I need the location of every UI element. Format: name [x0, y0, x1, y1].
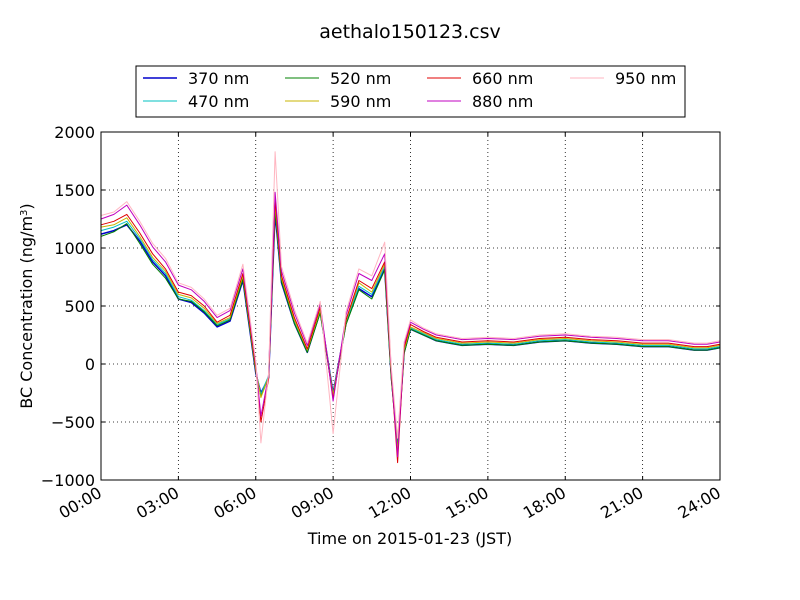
series-group [100, 151, 721, 464]
y-tick-label: 1500 [54, 181, 95, 200]
y-tick-label: −500 [51, 413, 95, 432]
y-tick-label: 0 [85, 355, 95, 374]
series-line-660-nm [100, 198, 721, 464]
y-axis-label-main: BC Concentration (ng/m [17, 216, 36, 409]
x-axis-label: Time on 2015-01-23 (JST) [307, 529, 512, 548]
series-line-470-nm [100, 208, 721, 448]
y-tick-label: −1000 [41, 471, 95, 490]
x-tick-label: 03:00 [133, 483, 182, 523]
y-tick-label: 2000 [54, 123, 95, 142]
x-tick-label: 06:00 [210, 483, 259, 523]
legend-label: 660 nm [472, 69, 533, 88]
x-tick-label: 15:00 [442, 483, 491, 523]
series-line-880-nm [100, 191, 721, 458]
y-tick-label: 1000 [54, 239, 95, 258]
grid [101, 132, 720, 480]
x-tick-label: 18:00 [520, 483, 569, 523]
legend-label: 590 nm [330, 92, 391, 111]
series-line-950-nm [100, 151, 721, 444]
legend-label: 370 nm [188, 69, 249, 88]
x-tick-label: 12:00 [365, 483, 414, 523]
series-line-520-nm [100, 210, 721, 451]
x-tick-label: 21:00 [597, 483, 646, 523]
legend: 370 nm 470 nm 520 nm 590 nm 660 nm 880 nm 950 … [135, 65, 686, 118]
legend-label: 950 nm [615, 69, 676, 88]
x-tick-label: 09:00 [288, 483, 337, 523]
x-tick-label: 24:00 [675, 483, 724, 523]
series-line-590-nm [100, 203, 721, 453]
y-tick-label: 500 [64, 297, 95, 316]
y-axis-label-superscript: 3 [19, 210, 30, 216]
y-axis-label: BC Concentration (ng/m3) [17, 203, 36, 408]
chart-title: aethalo150123.csv [319, 21, 501, 43]
legend-label: 470 nm [188, 92, 249, 111]
legend-label: 880 nm [472, 92, 533, 111]
legend-box [135, 65, 686, 118]
y-axis-label-close: ) [17, 203, 36, 209]
legend-label: 520 nm [330, 69, 391, 88]
